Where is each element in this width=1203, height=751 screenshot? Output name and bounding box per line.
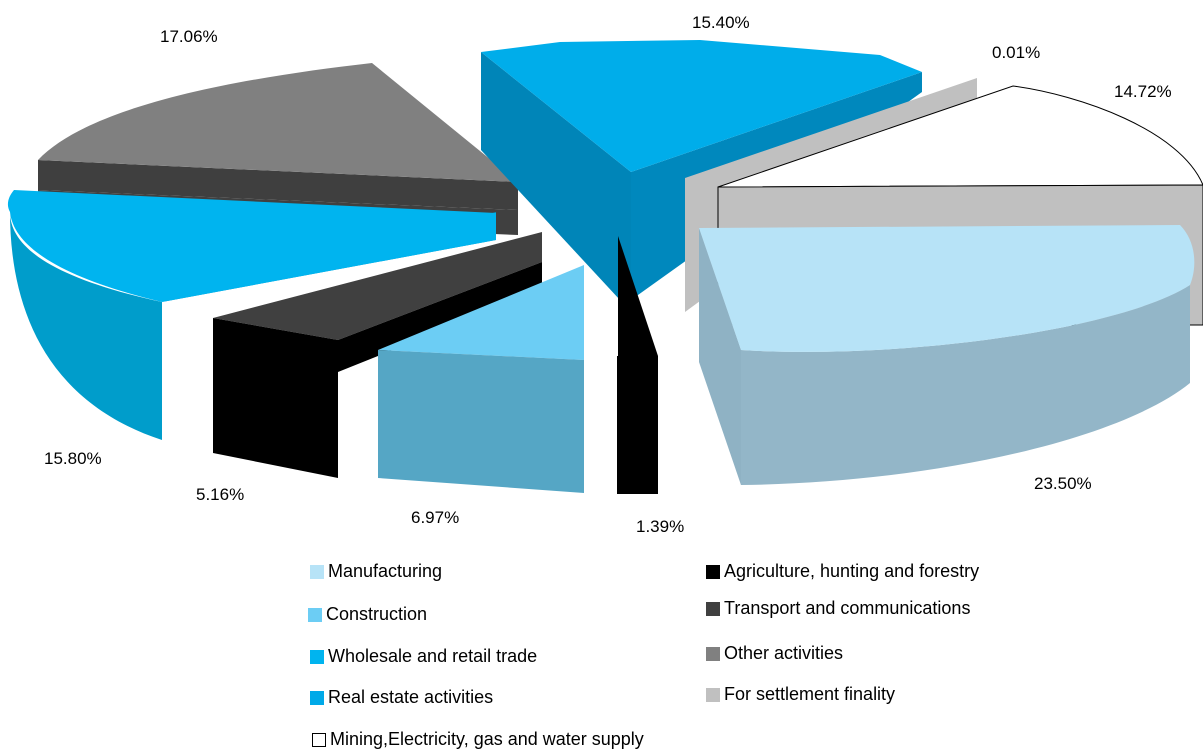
slice-other-activities-top <box>38 63 518 182</box>
slice-agriculture-hunting-and-forestry <box>617 236 658 494</box>
label-mining: 14.72% <box>1114 82 1172 101</box>
legend-swatch-real-estate <box>310 690 324 705</box>
slice-agriculture-left-edge <box>338 262 542 372</box>
legend-swatch-other <box>706 646 720 661</box>
legend-label-mining: Mining,Electricity, gas and water supply <box>330 729 644 749</box>
slice-mining-top <box>717 85 1203 188</box>
legend-item-wholesale-and-retail-trade: Wholesale and retail trade <box>310 646 537 667</box>
legend-label-other: Other activities <box>724 643 844 663</box>
slice-construction <box>378 265 584 493</box>
legend-item-real-estate-activities: Real estate activities <box>310 687 493 708</box>
slice-real-estate-activities-top <box>481 40 922 172</box>
slice-other-activities-side <box>38 160 518 210</box>
label-manufacturing: 23.50% <box>1034 474 1092 493</box>
label-construction: 6.97% <box>411 508 459 527</box>
slice-construction-front <box>378 350 584 493</box>
label-real-estate-activities: 15.40% <box>692 13 750 32</box>
legend-item-manufacturing: Manufacturing <box>310 561 442 582</box>
slice-agriculture-left <box>213 262 542 478</box>
label-for-settlement-finality: 0.01% <box>992 43 1040 62</box>
legend-label-settlement: For settlement finality <box>724 684 896 704</box>
slice-manufacturing-side-left <box>699 228 741 485</box>
legend-swatch-settlement <box>706 687 720 702</box>
slice-wholesale-and-retail-trade-side <box>10 212 162 440</box>
legend-item-mining-electricity-gas-and-water-supply: Mining,Electricity, gas and water supply <box>312 729 644 750</box>
legend-swatch-mining <box>312 732 326 747</box>
slice-agriculture-sliver-top <box>618 236 658 356</box>
legend-swatch-manufacturing <box>310 564 324 579</box>
slice-manufacturing-top <box>699 225 1195 352</box>
legend-item-other-activities: Other activities <box>706 643 843 664</box>
legend-swatch-transport <box>706 601 720 616</box>
slice-wholesale-and-retail-trade <box>7 190 496 440</box>
legend-swatch-wholesale <box>310 649 324 664</box>
label-transport-and-communications: 5.16% <box>196 485 244 504</box>
legend-label-manufacturing: Manufacturing <box>328 561 443 581</box>
slice-construction-top <box>378 265 584 360</box>
legend-item-for-settlement-finality: For settlement finality <box>706 684 895 705</box>
slice-agriculture-left-front <box>213 318 338 478</box>
legend-swatch-construction <box>308 607 322 622</box>
slice-wholesale-and-retail-trade-top <box>7 190 496 302</box>
label-wholesale-and-retail-trade: 15.80% <box>44 449 102 468</box>
legend-item-transport-and-communications: Transport and communications <box>706 598 970 619</box>
slice-real-estate-activities-side <box>481 52 631 300</box>
legend-item-agriculture-hunting-and-forestry: Agriculture, hunting and forestry <box>706 561 979 582</box>
legend-label-wholesale: Wholesale and retail trade <box>328 646 538 666</box>
legend-item-construction: Construction <box>308 604 427 625</box>
legend-swatch-agriculture <box>706 564 720 579</box>
slice-manufacturing <box>699 225 1195 485</box>
pie-chart: 17.06% 15.40% 0.01% 14.72% 15.80% 5.16% … <box>7 13 1203 536</box>
label-agriculture-hunting-and-forestry: 1.39% <box>636 517 684 536</box>
slice-agriculture-sliver-front <box>617 356 658 494</box>
legend-label-agriculture: Agriculture, hunting and forestry <box>724 561 980 581</box>
slice-transport-and-communications-front <box>213 232 542 340</box>
slice-manufacturing-side <box>699 228 1190 485</box>
slice-other-activities <box>38 63 518 210</box>
legend-label-construction: Construction <box>326 604 428 624</box>
legend-label-transport: Transport and communications <box>724 598 971 618</box>
label-other-activities: 17.06% <box>160 27 218 46</box>
legend-label-real-estate: Real estate activities <box>328 687 494 707</box>
